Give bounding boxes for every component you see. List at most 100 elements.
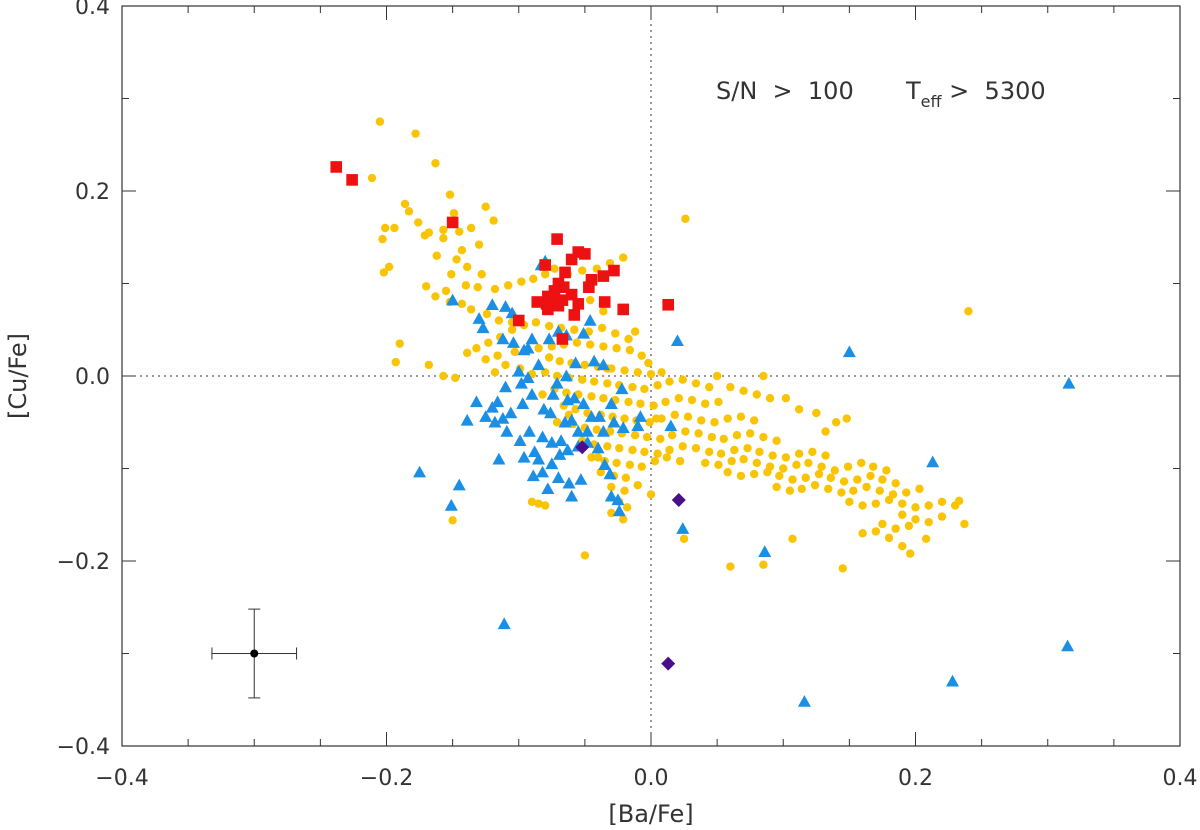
blue-point (562, 476, 576, 489)
yellow-point (853, 475, 862, 484)
x-axis-label: [Ba/Fe] (608, 800, 693, 828)
yellow-point (843, 462, 853, 471)
blue-point (485, 400, 499, 413)
yellow-point (624, 397, 633, 407)
yellow-point (628, 382, 637, 392)
yellow-point (625, 345, 635, 355)
yellow-point (661, 397, 670, 407)
yellow-point (612, 344, 621, 353)
yellow-point (792, 460, 801, 469)
blue-point (545, 457, 559, 470)
red-point (548, 285, 561, 297)
red-point (572, 246, 585, 258)
yellow-point (527, 497, 537, 506)
yellow-point (529, 274, 538, 284)
yellow-point (884, 495, 894, 505)
yellow-point (911, 503, 920, 512)
yellow-point (619, 253, 628, 262)
blue-point (528, 445, 542, 458)
yellow-point (652, 414, 661, 423)
annotation-teff: Teff > 5300 (905, 77, 1046, 111)
yellow-point (898, 542, 907, 551)
yellow-point (380, 223, 390, 233)
yellow-point (411, 129, 420, 138)
yellow-point (424, 360, 434, 370)
blue-point (545, 436, 559, 448)
yellow-point (620, 414, 629, 423)
yellow-point (788, 534, 797, 543)
yellow-point (814, 469, 824, 479)
series-blue-triangles (413, 254, 1076, 707)
blue-point (604, 397, 618, 409)
yellow-point (679, 534, 689, 543)
blue-point (581, 425, 595, 437)
yellow-point (544, 353, 554, 362)
red-point (512, 314, 525, 327)
blue-point (670, 334, 684, 347)
red-point (346, 174, 358, 186)
yellow-point (375, 117, 385, 126)
blue-point (504, 406, 518, 419)
blue-point (452, 478, 466, 491)
yellow-point (653, 449, 662, 458)
yellow-point (882, 466, 891, 475)
blue-point (559, 369, 573, 382)
blue-point (676, 522, 690, 534)
blue-point (485, 298, 499, 310)
yellow-point (612, 458, 621, 468)
y-tick-label: −0.2 (57, 550, 110, 575)
yellow-point (477, 270, 486, 279)
yellow-point (439, 233, 448, 243)
yellow-point (587, 392, 596, 401)
yellow-point (797, 484, 806, 494)
red-point (565, 288, 578, 301)
yellow-point (759, 560, 768, 569)
blue-point (479, 410, 493, 422)
yellow-point (697, 416, 706, 425)
yellow-point (624, 334, 633, 344)
yellow-point (804, 458, 813, 468)
yellow-point (439, 371, 448, 381)
blue-point (758, 545, 772, 557)
blue-point (631, 419, 645, 432)
yellow-point (781, 453, 791, 462)
blue-point (615, 382, 629, 395)
yellow-point (534, 499, 543, 508)
yellow-point (719, 434, 728, 444)
annotation-teff-main: T (905, 77, 921, 105)
yellow-point (534, 344, 543, 353)
yellow-point (503, 281, 513, 290)
yellow-point (670, 410, 680, 420)
blue-point (497, 617, 511, 630)
yellow-point (891, 524, 900, 533)
yellow-point (541, 368, 550, 377)
yellow-point (739, 386, 748, 395)
yellow-point (712, 371, 722, 381)
y-tick-label: 0.2 (75, 180, 110, 205)
blue-point (537, 402, 551, 415)
yellow-point (723, 468, 732, 477)
blue-point (543, 406, 557, 419)
yellow-point (501, 360, 510, 370)
yellow-point (599, 342, 608, 351)
yellow-point (628, 445, 637, 455)
yellow-point (808, 447, 817, 457)
red-point (330, 161, 343, 173)
blue-point (591, 441, 605, 454)
yellow-point (667, 431, 677, 440)
yellow-point (597, 323, 607, 333)
yellow-point (494, 316, 504, 325)
blue-point (633, 410, 647, 422)
yellow-point (646, 490, 656, 499)
yellow-point (830, 466, 840, 475)
blue-point (664, 419, 678, 432)
red-point (565, 253, 578, 266)
yellow-point (636, 399, 645, 408)
yellow-point (681, 214, 690, 223)
blue-point (492, 452, 506, 465)
yellow-point (445, 190, 455, 199)
blue-point (491, 395, 505, 408)
red-point (552, 299, 565, 312)
yellow-point (924, 501, 933, 510)
yellow-point (736, 412, 746, 421)
